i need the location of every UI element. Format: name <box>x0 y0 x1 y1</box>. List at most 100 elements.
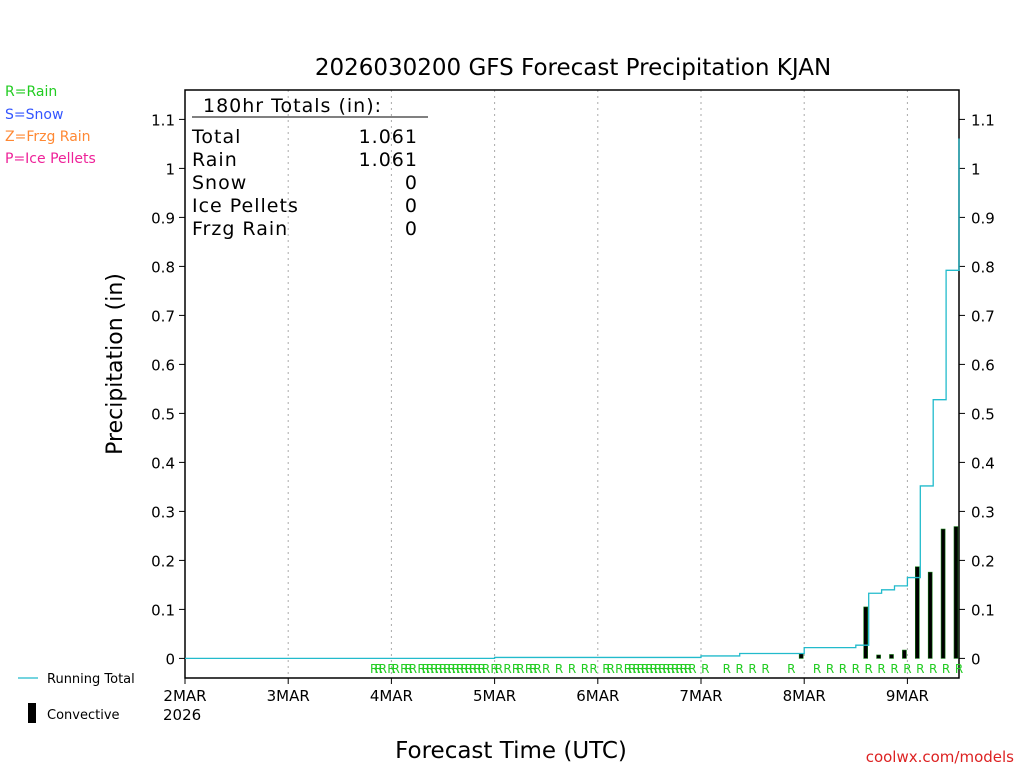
rain-mark: R <box>400 662 408 676</box>
y-tick-label-right: 0.1 <box>971 601 995 619</box>
x-tick-label: 4MAR <box>370 687 413 705</box>
rain-mark: R <box>452 662 460 676</box>
convective-bar <box>798 653 804 659</box>
rain-mark: R <box>684 662 692 676</box>
site-credit: coolwx.com/models <box>866 748 1014 766</box>
chart-title: 2026030200 GFS Forecast Precipitation KJ… <box>315 55 831 81</box>
convective-bar <box>914 566 920 659</box>
totals-label: Ice Pellets <box>192 195 299 217</box>
rain-mark: R <box>370 662 378 676</box>
legend-convective: Convective <box>47 708 120 723</box>
rain-mark: R <box>826 662 834 676</box>
convective-swatch <box>28 703 36 723</box>
rain-mark: R <box>478 662 486 676</box>
rain-mark: R <box>404 662 412 676</box>
y-tick-label-right: 0.5 <box>971 405 995 423</box>
rain-mark: R <box>654 662 662 676</box>
convective-bar <box>940 528 946 659</box>
rain-mark: R <box>417 662 425 676</box>
legend-frzg-rain: Z=Frzg Rain <box>5 129 91 145</box>
y-tick-label-right: 1 <box>971 160 981 178</box>
y-tick-label-right: 0 <box>971 650 981 668</box>
y-tick-label-left: 0.4 <box>151 454 175 472</box>
y-tick-label-left: 0.6 <box>151 356 175 374</box>
series-legend: Running Total Convective <box>18 672 135 723</box>
y-axis-ticks: 0 00.1 0.10.2 0.20.3 0.30.4 0.40.5 0.50.6 0.60.… <box>151 111 995 668</box>
rain-mark: R <box>903 662 911 676</box>
rain-mark: R <box>456 662 464 676</box>
x-tick-label: 2MAR <box>163 687 206 705</box>
rain-mark: R <box>624 662 632 676</box>
running-total-line <box>185 138 960 660</box>
gridlines <box>287 90 908 678</box>
y-tick-label-left: 0.1 <box>151 601 175 619</box>
y-tick-label-right: 0.6 <box>971 356 995 374</box>
legend-snow: S=Snow <box>5 107 63 123</box>
y-tick-label-right: 1.1 <box>971 111 995 129</box>
y-axis-label: Precipitation (in) <box>103 273 128 455</box>
rain-mark: R <box>650 662 658 676</box>
y-tick-label-right: 0.2 <box>971 552 995 570</box>
rain-mark: R <box>852 662 860 676</box>
rain-mark: R <box>748 662 756 676</box>
rain-mark: R <box>465 662 473 676</box>
rain-mark: R <box>929 662 937 676</box>
rain-mark: R <box>955 662 963 676</box>
rain-mark: R <box>637 662 645 676</box>
convective-bar <box>889 654 894 659</box>
rain-mark: R <box>533 662 541 676</box>
totals-value: 0 <box>405 218 418 240</box>
y-tick-label-right: 0.4 <box>971 454 995 472</box>
rain-mark: R <box>865 662 873 676</box>
rain-mark: R <box>469 662 477 676</box>
rain-mark: R <box>607 662 615 676</box>
x-tick-label: 9MAR <box>886 687 929 705</box>
rain-mark: R <box>736 662 744 676</box>
totals-box: 180hr Totals (in): Total 1.061 Rain 1.061 Sn… <box>191 95 428 240</box>
totals-value: 0 <box>405 172 418 194</box>
rain-mark: R <box>512 662 520 676</box>
y-tick-label-left: 0.3 <box>151 503 175 521</box>
x-tick-label: 7MAR <box>679 687 722 705</box>
rain-mark: R <box>890 662 898 676</box>
totals-label: Total <box>191 126 241 148</box>
totals-value: 1.061 <box>359 149 418 171</box>
rain-mark: R <box>473 662 481 676</box>
rain-mark: R <box>839 662 847 676</box>
rain-mark: R <box>525 662 533 676</box>
precip-type-legend: R=Rain S=Snow Z=Frzg Rain P=Ice Pellets <box>5 84 96 167</box>
rain-mark: R <box>392 662 400 676</box>
rain-mark: R <box>723 662 731 676</box>
rain-mark: R <box>671 662 679 676</box>
rain-mark: R <box>430 662 438 676</box>
y-tick-label-left: 1 <box>165 160 175 178</box>
rain-mark: R <box>490 662 498 676</box>
rain-mark: R <box>374 662 382 676</box>
y-tick-label-left: 0.2 <box>151 552 175 570</box>
rain-mark: R <box>435 662 443 676</box>
rain-mark: R <box>942 662 950 676</box>
rain-mark: R <box>443 662 451 676</box>
rain-mark: R <box>787 662 795 676</box>
rain-mark: R <box>877 662 885 676</box>
rain-mark: R <box>628 662 636 676</box>
rain-mark: R <box>422 662 430 676</box>
rain-mark: R <box>701 662 709 676</box>
convective-bars <box>798 526 959 659</box>
rain-mark: R <box>516 662 524 676</box>
plot-frame <box>184 89 960 679</box>
rain-mark: R <box>761 662 769 676</box>
legend-running-total: Running Total <box>47 672 135 687</box>
x-axis-label: Forecast Time (UTC) <box>395 738 627 764</box>
rain-mark: R <box>688 662 696 676</box>
rain-mark: R <box>916 662 924 676</box>
y-tick-label-right: 0.3 <box>971 503 995 521</box>
convective-bar <box>876 654 881 659</box>
convective-bar <box>953 526 959 659</box>
rain-mark: R <box>589 662 597 676</box>
rain-mark: R <box>409 662 417 676</box>
y-tick-label-left: 0.9 <box>151 209 175 227</box>
convective-bar <box>902 649 907 659</box>
